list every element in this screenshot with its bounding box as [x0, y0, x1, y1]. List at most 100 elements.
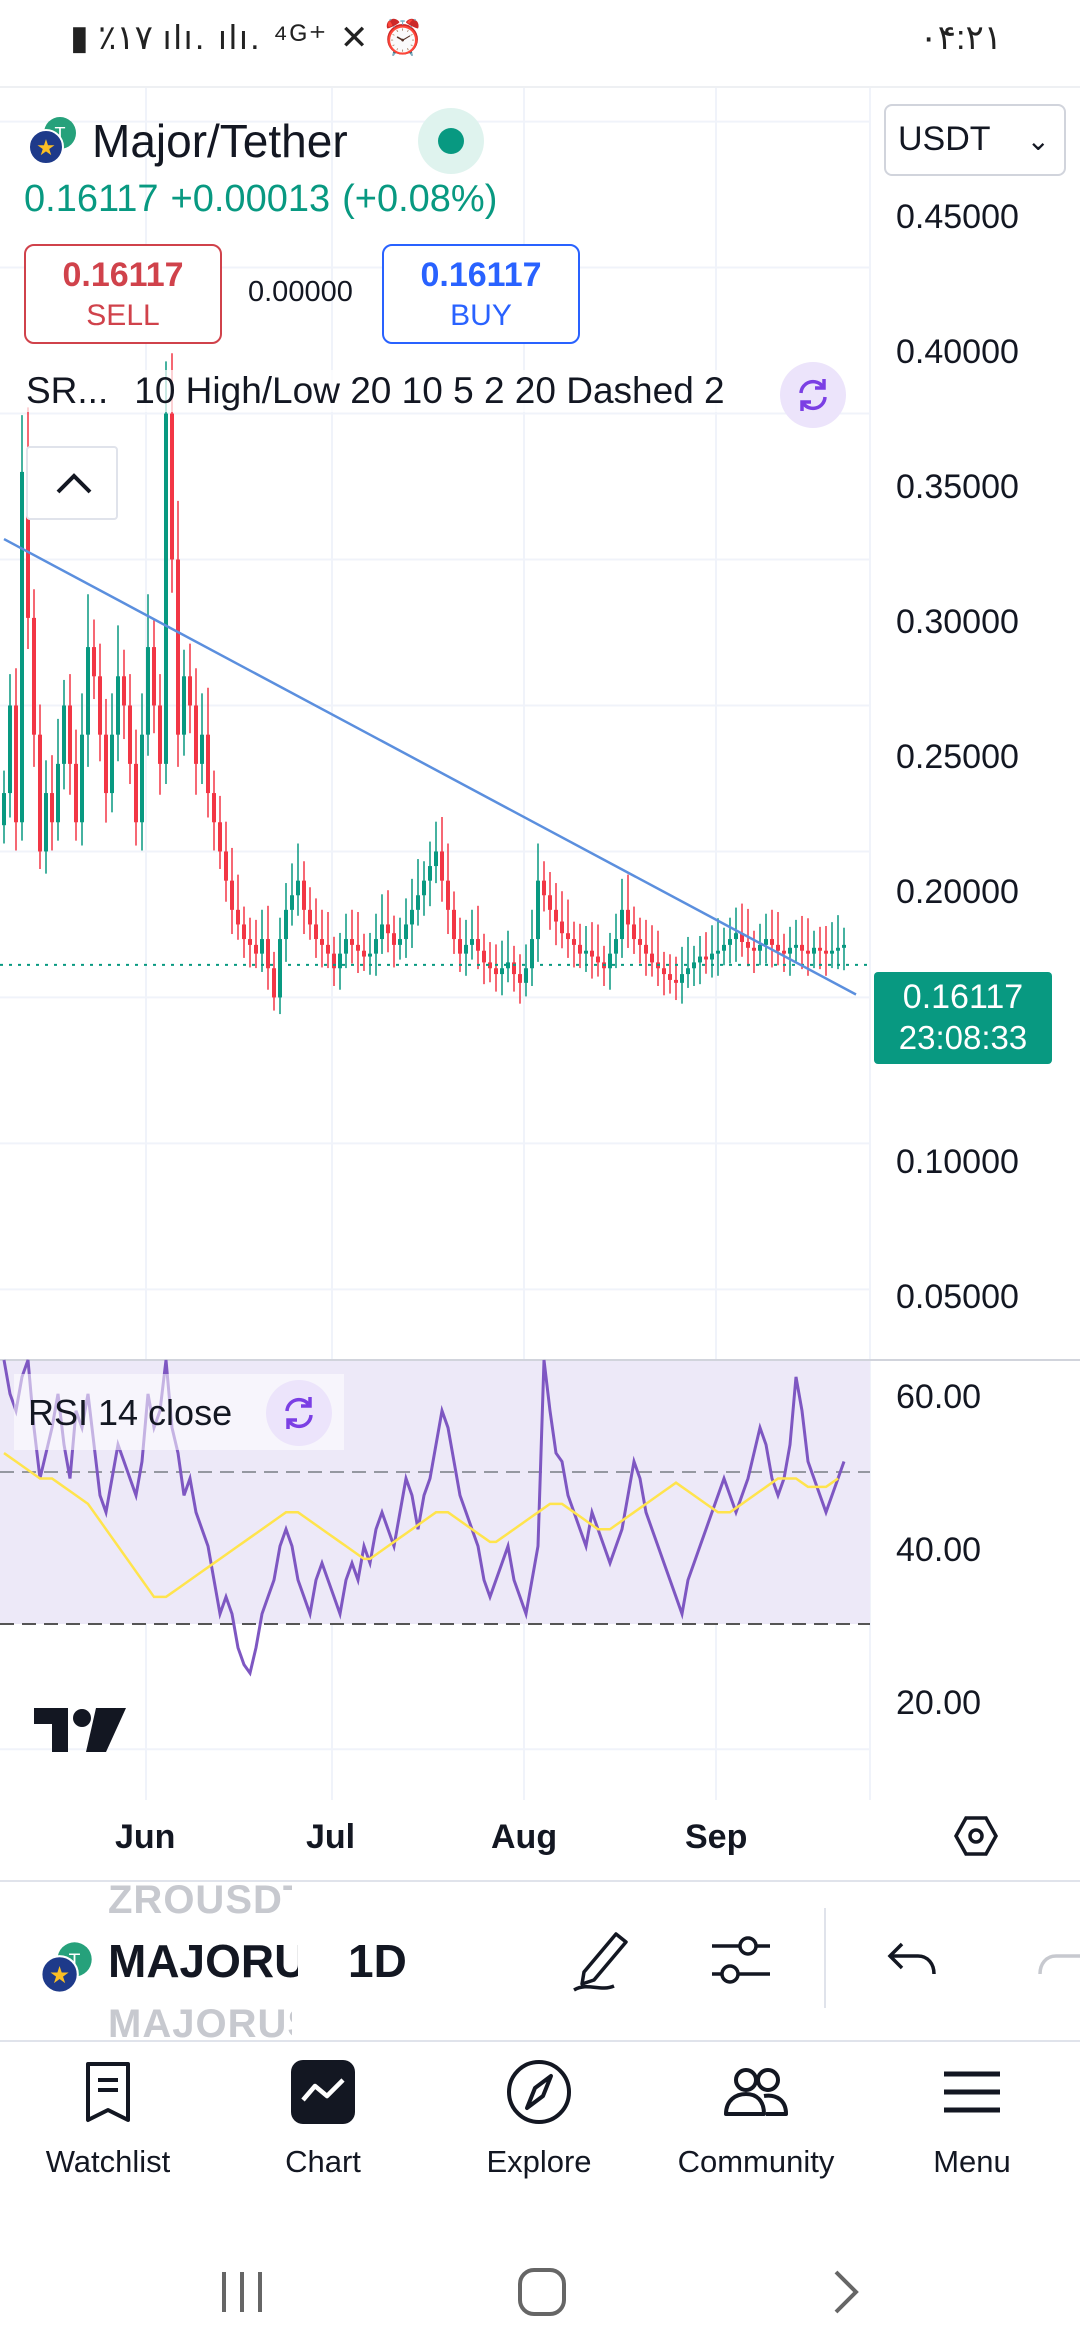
candle-body — [776, 944, 780, 951]
candle-body — [512, 962, 516, 975]
candle-body — [440, 851, 444, 881]
hamburger-menu-icon — [944, 2071, 1000, 2113]
buy-button[interactable]: 0.16117 BUY — [382, 244, 580, 344]
indicator-name[interactable]: SR... — [26, 370, 109, 411]
candle-body — [356, 944, 360, 951]
indicator-settings-icon[interactable] — [708, 1930, 774, 1990]
indicator-params: 10 High/Low 20 10 5 2 20 Dashed 2 — [134, 370, 725, 411]
candle-body — [506, 962, 510, 969]
candle-body — [680, 974, 684, 983]
last-price-tag: 0.16117 23:08:33 — [874, 972, 1052, 1064]
chevron-down-icon: ⌄ — [1026, 125, 1050, 156]
major-coin-icon: T ★ — [24, 113, 80, 169]
home-icon[interactable] — [516, 2266, 568, 2318]
candle-body — [818, 947, 822, 951]
recent-apps-icon[interactable] — [218, 2270, 266, 2314]
candle-body — [452, 909, 456, 940]
nav-menu[interactable]: Menu — [872, 2042, 1072, 2222]
candle-body — [110, 734, 114, 794]
candle-body — [476, 939, 480, 951]
pencil-icon[interactable] — [570, 1926, 634, 1994]
chart-icon — [291, 2060, 355, 2124]
candle-body — [182, 676, 186, 735]
candle-body — [380, 924, 384, 940]
candle-body — [638, 939, 642, 945]
status-bar: ▮ ٪۱۷ ıl‌ı. ıl‌ı. ⁴ᴳ⁺ ✕ ⏰ ۰۴:۲۱ — [0, 0, 1080, 84]
nav-community[interactable]: Community — [656, 2042, 856, 2222]
candle-body — [800, 944, 804, 951]
nav-community-label: Community — [677, 2144, 835, 2179]
tradingview-logo-icon — [34, 1708, 126, 1752]
candle-body — [92, 647, 96, 677]
candle-body — [20, 471, 24, 823]
candle-body — [560, 921, 564, 934]
buy-label: BUY — [450, 299, 512, 332]
symbol-selector[interactable]: MAJORUSDT — [108, 1935, 298, 1987]
candle-body — [8, 705, 12, 794]
candle-body — [410, 909, 414, 925]
candle-body — [584, 950, 588, 954]
candle-body — [620, 909, 624, 940]
nav-chart[interactable]: Chart — [223, 2042, 423, 2222]
candle-body — [668, 974, 672, 980]
candle-body — [140, 734, 144, 823]
collapse-legend-button[interactable] — [26, 446, 118, 520]
candle-body — [332, 953, 336, 969]
next-symbol[interactable]: MAJORUSDT — [108, 2002, 292, 2046]
candle-body — [554, 909, 558, 922]
candle-body — [236, 909, 240, 925]
nav-chart-label: Chart — [285, 2144, 361, 2179]
symbol-title[interactable]: Major/Tether — [92, 115, 348, 167]
candle-body — [434, 851, 438, 867]
candle-body — [392, 933, 396, 945]
candle-body — [698, 956, 702, 963]
price-tag-value: 0.16117 — [902, 978, 1024, 1016]
currency-select[interactable]: USDT ⌄ — [884, 104, 1066, 176]
svg-text:★: ★ — [36, 136, 56, 161]
candle-body — [494, 968, 498, 975]
candle-body — [128, 705, 132, 764]
candle-body — [728, 939, 732, 945]
sell-button[interactable]: 0.16117 SELL — [24, 244, 222, 344]
indicator-refresh-button[interactable] — [780, 362, 846, 428]
candle-body — [746, 941, 750, 948]
nav-explore[interactable]: Explore — [439, 2042, 639, 2222]
candle-body — [536, 880, 540, 940]
market-status-icon[interactable] — [418, 108, 484, 174]
candle-body — [350, 939, 354, 945]
back-icon[interactable] — [828, 2268, 864, 2316]
candle-body — [764, 939, 768, 945]
candle-body — [398, 939, 402, 945]
candle-body — [44, 793, 48, 852]
candle-body — [278, 939, 282, 998]
candle-body — [86, 647, 90, 735]
interval-selector[interactable]: 1D — [348, 1935, 407, 1987]
sell-label: SELL — [86, 299, 160, 332]
previous-symbol[interactable]: ZROUSDT — [108, 1878, 292, 1922]
nav-watchlist[interactable]: Watchlist — [8, 2042, 208, 2222]
candle-body — [344, 939, 348, 954]
candle-body — [644, 944, 648, 954]
candle-body — [68, 705, 72, 764]
candle-body — [548, 895, 552, 910]
redo-icon[interactable] — [1034, 1938, 1080, 1986]
rsi-tick: 60.00 — [896, 1378, 982, 1416]
candle-body — [794, 944, 798, 948]
candle-body — [458, 939, 462, 954]
undo-icon[interactable] — [884, 1938, 940, 1986]
chart-settings-icon[interactable] — [952, 1812, 1000, 1860]
candle-body — [284, 909, 288, 940]
community-icon — [724, 2068, 788, 2116]
rsi-refresh-button[interactable] — [266, 1380, 332, 1446]
sell-price: 0.16117 — [62, 256, 184, 294]
rsi-tick: 20.00 — [896, 1684, 982, 1722]
symbol-header[interactable]: T ★ Major/Tether — [24, 108, 348, 174]
candle-body — [734, 933, 738, 940]
toolbar-separator — [824, 1908, 826, 2008]
candle-body — [50, 793, 54, 823]
chart-toolbar: ZROUSDT T ★ MAJORUSDT MAJORUSDT 1D — [0, 1878, 1080, 2046]
candle-body — [830, 950, 834, 954]
indicator-legend[interactable]: SR... 10 High/Low 20 10 5 2 20 Dashed 2 — [26, 370, 725, 412]
candle-body — [572, 939, 576, 945]
candle-body — [758, 944, 762, 951]
